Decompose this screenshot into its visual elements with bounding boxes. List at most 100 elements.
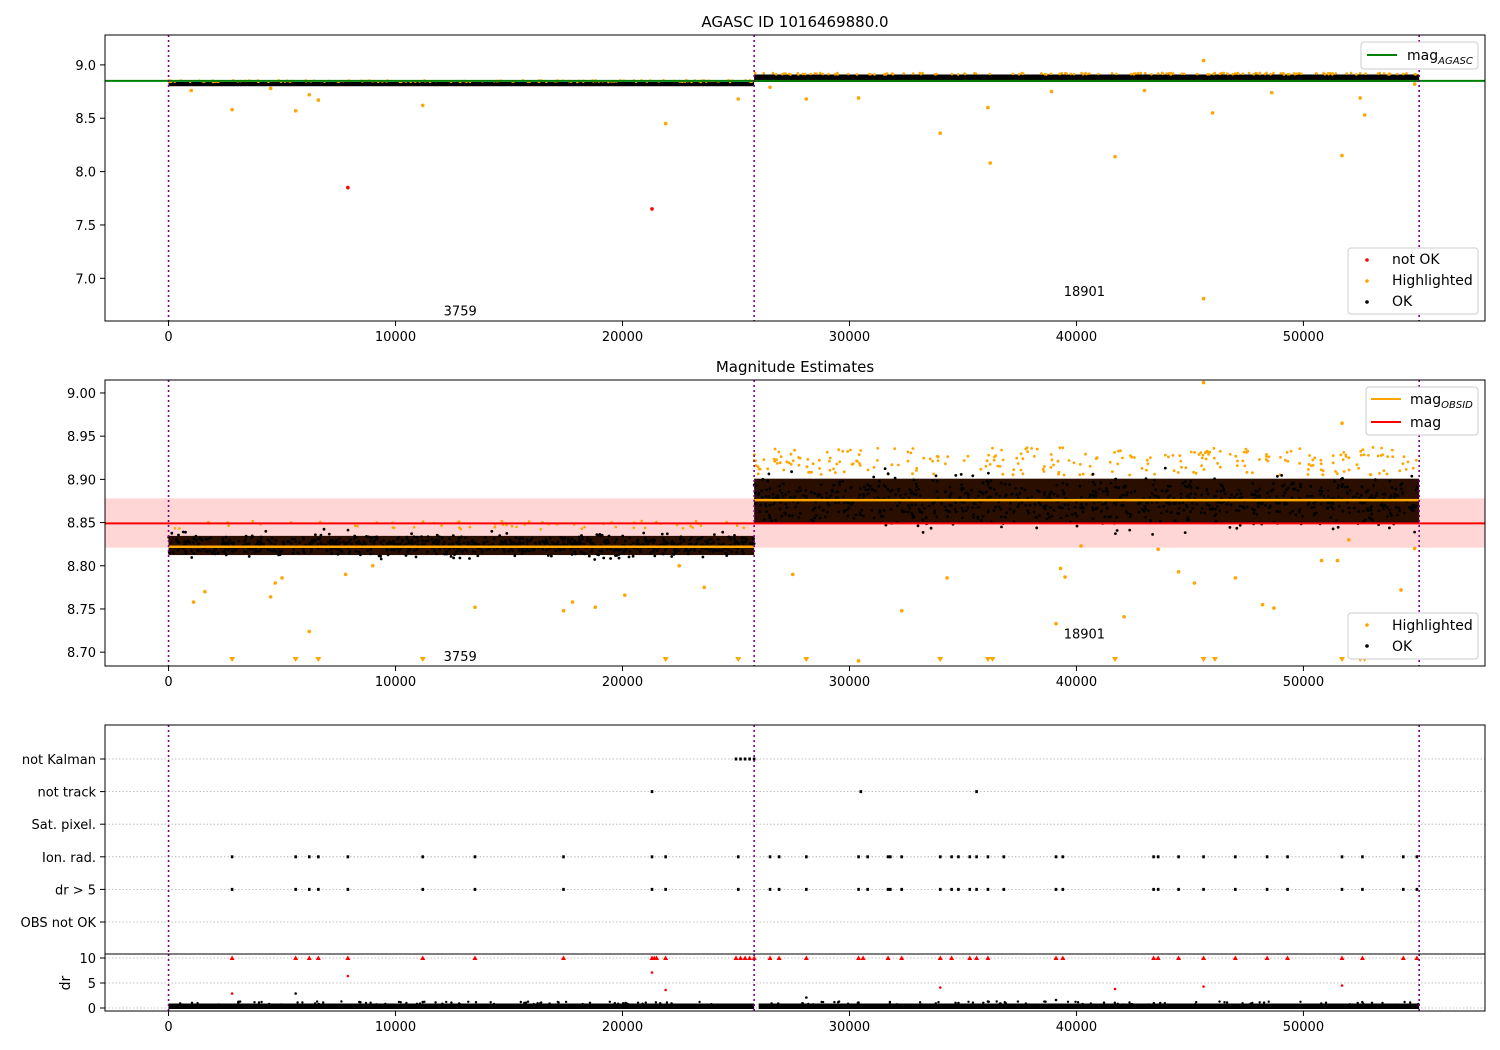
ok-point xyxy=(818,506,821,509)
ok-point xyxy=(435,538,438,541)
category-label: Ion. rad. xyxy=(42,851,96,866)
dr-capped-marker xyxy=(804,956,809,961)
ok-point xyxy=(1154,488,1157,491)
ok-point xyxy=(1074,512,1077,515)
highlighted-point xyxy=(1033,455,1036,458)
highlighted-point xyxy=(1270,91,1274,95)
highlighted-point xyxy=(910,452,913,455)
highlighted-point xyxy=(473,605,477,609)
dr-capped-marker xyxy=(974,956,979,961)
ok-point xyxy=(1361,485,1364,488)
flag-point xyxy=(769,855,772,858)
ok-point xyxy=(1125,494,1128,497)
highlighted-point xyxy=(230,108,234,112)
highlighted-point xyxy=(1150,73,1153,76)
ok-point xyxy=(1254,494,1257,497)
ok-point xyxy=(1338,505,1341,508)
ok-point xyxy=(790,470,793,473)
ok-point xyxy=(646,540,649,543)
dr-point xyxy=(1367,1004,1369,1006)
ok-point xyxy=(709,538,712,541)
highlighted-point xyxy=(820,473,823,476)
ok-point xyxy=(869,485,872,488)
highlighted-point xyxy=(1073,73,1076,76)
ok-point xyxy=(887,472,890,475)
ok-point xyxy=(1094,495,1097,498)
flag-point xyxy=(1003,855,1006,858)
highlighted-point xyxy=(757,473,760,476)
ok-point xyxy=(1191,502,1194,505)
highlighted-point xyxy=(1026,450,1029,453)
ok-point xyxy=(357,542,360,545)
ok-point xyxy=(843,502,846,505)
flag-point xyxy=(664,855,667,858)
ok-point xyxy=(820,483,823,486)
ok-point xyxy=(917,524,920,527)
y-tick-label: 8.80 xyxy=(67,560,96,575)
ok-point xyxy=(176,540,179,543)
ok-point xyxy=(426,550,429,553)
highlighted-point xyxy=(1266,460,1269,463)
ok-point xyxy=(554,549,557,552)
highlighted-point xyxy=(1177,570,1181,574)
ok-point xyxy=(238,540,241,543)
highlighted-point xyxy=(511,525,514,528)
highlighted-point xyxy=(921,72,924,75)
dr-point xyxy=(516,1005,518,1007)
dr-point xyxy=(539,1002,541,1004)
ok-point xyxy=(961,507,964,510)
dr-point xyxy=(655,1003,657,1005)
highlighted-point xyxy=(528,520,531,523)
dr-point xyxy=(1364,1005,1366,1007)
highlighted-point xyxy=(1064,72,1067,75)
ok-point xyxy=(977,506,980,509)
ok-point xyxy=(1378,510,1381,513)
panel-dr-points xyxy=(231,971,1344,1004)
ok-point xyxy=(896,505,899,508)
ok-point xyxy=(1076,525,1079,528)
dr-point xyxy=(584,1004,586,1006)
flag-point xyxy=(939,855,942,858)
ok-point xyxy=(816,495,819,498)
highlighted-point xyxy=(1280,72,1283,75)
ok-point xyxy=(224,551,227,554)
panel-flags-boundaries xyxy=(169,725,1420,954)
ok-point xyxy=(860,509,863,512)
ok-point xyxy=(1320,486,1323,489)
ok-point xyxy=(1012,511,1015,514)
ok-point xyxy=(796,501,799,504)
ok-point xyxy=(207,537,210,540)
ok-point xyxy=(195,539,198,542)
dr-point xyxy=(698,1001,700,1003)
dr-point xyxy=(356,1005,358,1007)
ok-point xyxy=(765,488,768,491)
highlighted-point xyxy=(644,527,647,530)
dr-capped-marker xyxy=(768,956,773,961)
ok-point xyxy=(628,537,631,540)
highlighted-point xyxy=(1022,72,1025,75)
ok-point xyxy=(1102,490,1105,493)
y-tick-label: 9.00 xyxy=(67,387,96,402)
ok-point xyxy=(1310,506,1313,509)
ok-point xyxy=(337,553,340,556)
dr-point xyxy=(1109,1005,1111,1007)
ok-point xyxy=(1375,492,1378,495)
highlighted-point xyxy=(1358,96,1362,100)
highlighted-point xyxy=(413,526,416,529)
flag-point xyxy=(769,888,772,891)
highlighted-point xyxy=(1111,72,1114,75)
highlighted-point xyxy=(1236,464,1239,467)
dr-point xyxy=(1077,1001,1079,1003)
flag-point xyxy=(421,855,424,858)
dr-point xyxy=(1195,1001,1197,1003)
highlighted-point xyxy=(742,526,745,529)
ok-point xyxy=(563,543,566,546)
x-tick-label: 20000 xyxy=(602,1020,643,1035)
highlighted-point xyxy=(1412,467,1415,470)
ok-point xyxy=(498,534,501,537)
dr-point xyxy=(1081,1005,1083,1007)
ok-point xyxy=(1395,506,1398,509)
highlighted-point xyxy=(1162,73,1165,76)
ok-point xyxy=(961,516,964,519)
flag-point xyxy=(1177,888,1180,891)
